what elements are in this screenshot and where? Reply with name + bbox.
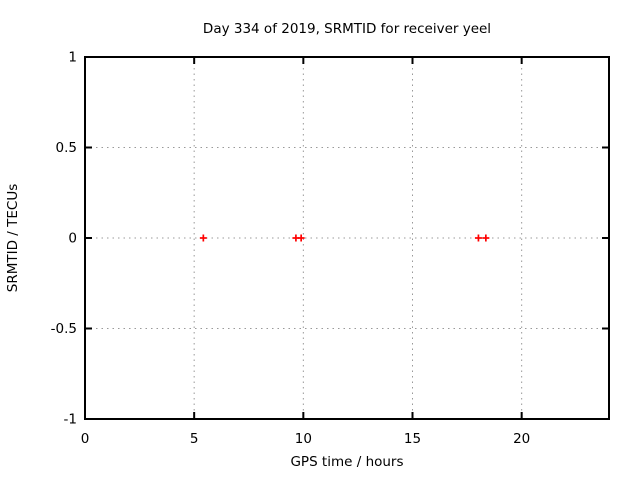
data-point-plus — [482, 234, 490, 242]
x-tick-label: 5 — [190, 431, 199, 447]
y-tick-label: 0 — [68, 231, 77, 247]
axis-ticks — [84, 56, 609, 420]
data-points — [199, 234, 490, 242]
data-point-plus — [474, 234, 482, 242]
data-point-plus — [199, 234, 207, 242]
x-tick-label: 10 — [295, 431, 312, 447]
plot-border — [84, 56, 610, 420]
x-tick-label: 0 — [81, 431, 90, 447]
y-axis-label: SRMTID / TECUs — [5, 184, 21, 292]
grid-lines — [85, 57, 609, 419]
x-tick-label: 15 — [404, 431, 421, 447]
data-point-plus — [297, 234, 305, 242]
x-axis-label: GPS time / hours — [290, 454, 403, 470]
x-tick-label: 20 — [513, 431, 530, 447]
y-tick-label: -1 — [64, 412, 77, 428]
y-tick-label: -0.5 — [51, 321, 77, 337]
y-tick-label: 1 — [68, 50, 77, 66]
y-tick-label: 0.5 — [56, 140, 77, 156]
chart-title: Day 334 of 2019, SRMTID for receiver yee… — [203, 21, 491, 37]
tick-labels: 0 5 10 15 20 -1 -0.5 0 0.5 1 — [51, 50, 531, 448]
